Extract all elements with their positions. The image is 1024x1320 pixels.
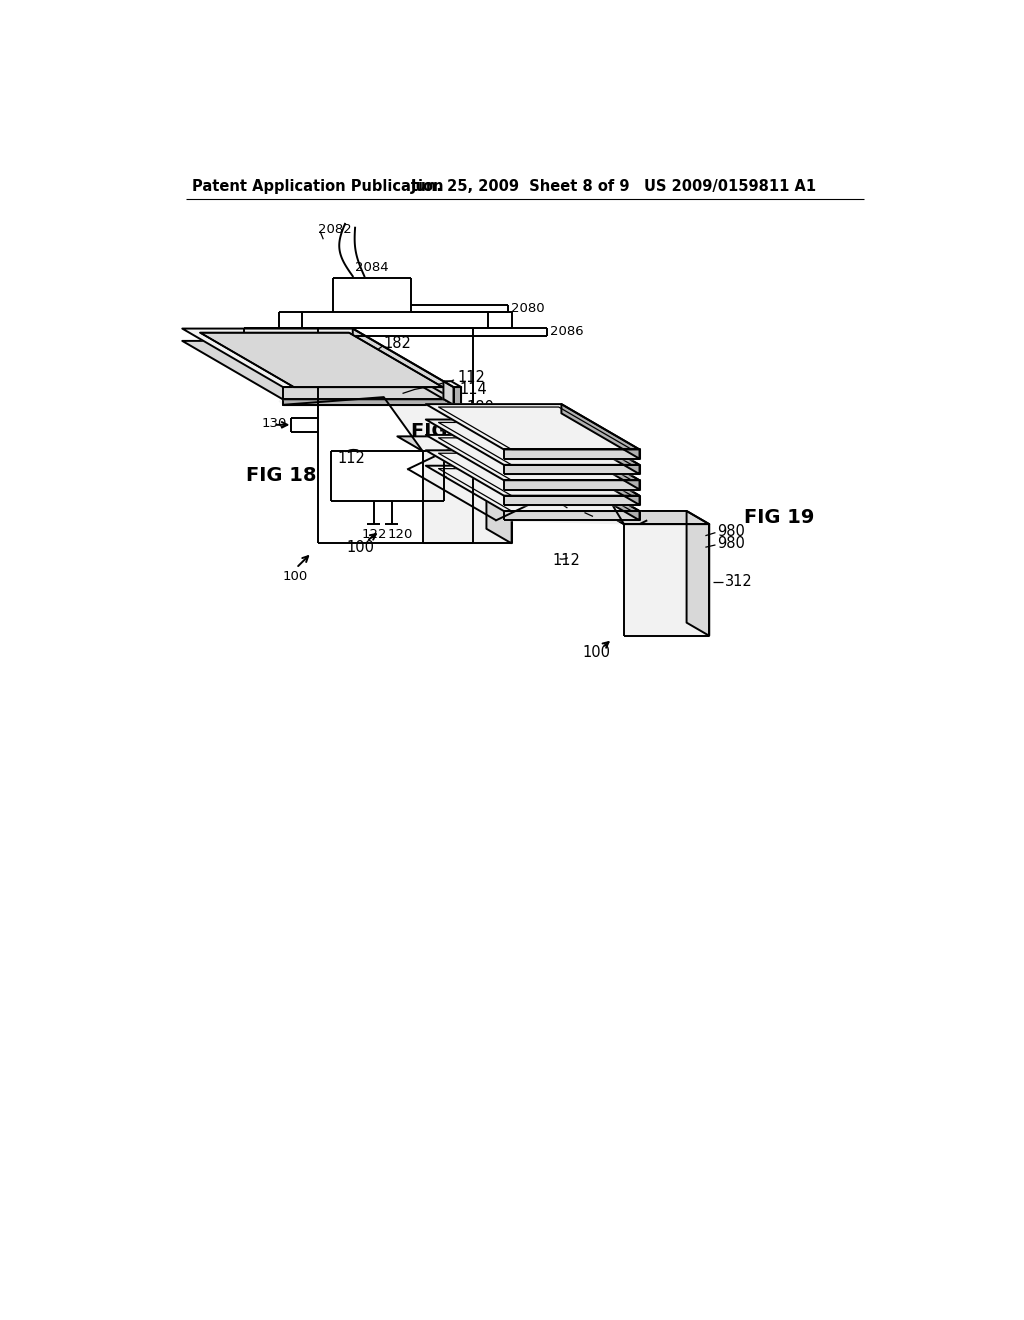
Text: FIG 19: FIG 19 (744, 508, 814, 528)
Polygon shape (504, 465, 640, 474)
Text: 312: 312 (483, 478, 511, 494)
Text: Jun. 25, 2009  Sheet 8 of 9: Jun. 25, 2009 Sheet 8 of 9 (411, 180, 631, 194)
Polygon shape (504, 496, 640, 506)
Polygon shape (443, 381, 454, 405)
Polygon shape (624, 524, 710, 636)
Text: 112: 112 (337, 451, 366, 466)
Polygon shape (561, 466, 640, 520)
Text: 980: 980 (717, 524, 744, 539)
Text: 182: 182 (572, 503, 600, 517)
Text: FIG 18: FIG 18 (246, 466, 316, 486)
Text: 2084: 2084 (355, 261, 389, 275)
Text: 110: 110 (447, 470, 473, 483)
Polygon shape (352, 341, 454, 405)
Text: 2086: 2086 (550, 325, 584, 338)
Text: 114: 114 (460, 381, 487, 397)
Polygon shape (686, 511, 710, 636)
Polygon shape (426, 420, 640, 465)
Text: 120: 120 (388, 528, 413, 541)
Polygon shape (426, 404, 640, 449)
Polygon shape (504, 480, 640, 490)
Text: 180: 180 (467, 400, 495, 414)
Text: 114: 114 (547, 492, 574, 508)
Text: 2080: 2080 (511, 302, 545, 315)
Polygon shape (423, 451, 512, 544)
Text: US 2009/0159811 A1: US 2009/0159811 A1 (644, 180, 816, 194)
Text: 2082: 2082 (317, 223, 351, 236)
Text: 122: 122 (362, 528, 387, 541)
Polygon shape (443, 381, 461, 387)
Polygon shape (496, 474, 710, 524)
Polygon shape (280, 393, 512, 451)
Polygon shape (182, 341, 454, 400)
Polygon shape (454, 387, 461, 405)
Polygon shape (182, 329, 454, 387)
Polygon shape (601, 511, 710, 524)
Polygon shape (504, 449, 640, 459)
Polygon shape (486, 437, 512, 544)
Polygon shape (397, 437, 512, 451)
Polygon shape (283, 387, 454, 400)
Text: 100: 100 (346, 540, 375, 554)
Text: 100: 100 (582, 645, 610, 660)
Text: 100: 100 (283, 570, 308, 583)
Text: 980: 980 (717, 536, 744, 550)
Text: Patent Application Publication: Patent Application Publication (191, 180, 443, 194)
Polygon shape (426, 450, 640, 496)
Text: 130: 130 (261, 417, 287, 430)
Polygon shape (561, 434, 640, 490)
Polygon shape (352, 329, 454, 400)
Polygon shape (200, 333, 442, 387)
Polygon shape (426, 434, 640, 480)
Text: 312: 312 (725, 574, 753, 590)
Polygon shape (561, 420, 640, 474)
Text: 182: 182 (384, 335, 412, 351)
Polygon shape (561, 404, 640, 459)
Polygon shape (426, 466, 640, 511)
Text: 112: 112 (553, 553, 581, 568)
Polygon shape (561, 450, 640, 506)
Text: FIG 20: FIG 20 (411, 422, 481, 441)
Polygon shape (504, 511, 640, 520)
Polygon shape (283, 400, 454, 405)
Text: 112: 112 (458, 371, 485, 385)
